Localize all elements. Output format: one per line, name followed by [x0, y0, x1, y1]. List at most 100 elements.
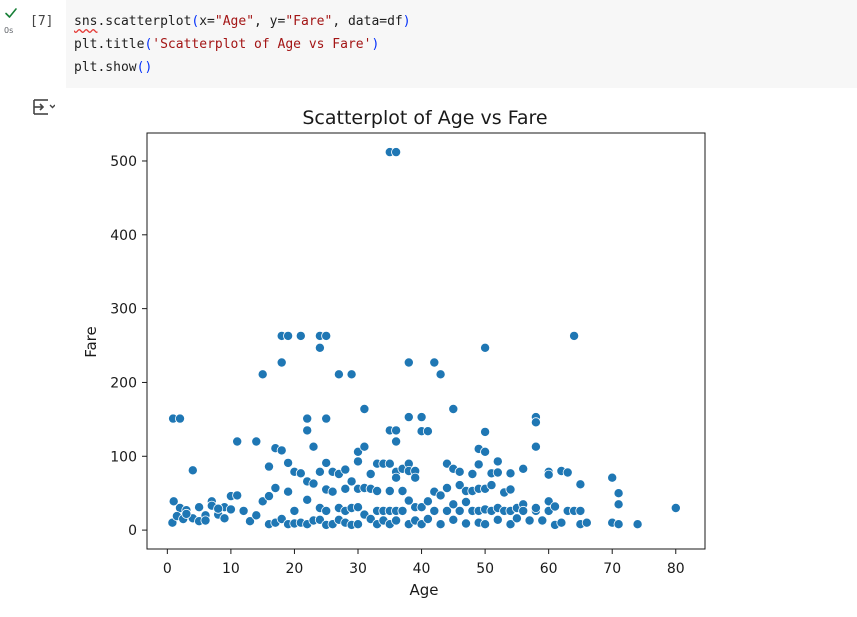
data-point: [213, 503, 224, 514]
data-point: [448, 403, 459, 414]
data-point: [556, 517, 567, 528]
data-point: [384, 458, 395, 469]
data-point: [365, 514, 376, 525]
data-point: [511, 513, 522, 524]
data-point: [225, 504, 236, 515]
y-tick-label: 500: [110, 154, 137, 170]
data-point: [670, 502, 681, 513]
plot-area: [146, 132, 706, 550]
y-tick-label: 300: [110, 302, 137, 318]
code-cell[interactable]: 0s [7] sns.scatterplot(x="Age", y="Fare"…: [0, 0, 857, 88]
data-point: [232, 436, 243, 447]
data-point: [251, 436, 262, 447]
data-point: [308, 478, 319, 489]
data-point: [270, 482, 281, 493]
data-point: [473, 459, 484, 470]
data-point: [283, 486, 294, 497]
data-point: [308, 441, 319, 452]
code-line-2[interactable]: plt.title('Scatterplot of Age vs Fare'): [74, 37, 380, 52]
data-point: [460, 518, 471, 529]
data-point: [416, 502, 427, 513]
data-point: [340, 464, 351, 475]
code-line-1[interactable]: sns.scatterplot(x="Age", y="Fare", data=…: [74, 14, 411, 29]
data-point: [486, 480, 497, 491]
data-point: [550, 501, 561, 512]
data-point: [194, 502, 205, 513]
code-line-3[interactable]: plt.show(): [74, 60, 153, 75]
data-point: [168, 496, 179, 507]
x-tick-label: 50: [476, 561, 494, 577]
data-point: [422, 426, 433, 437]
data-point: [480, 446, 491, 457]
data-point: [581, 517, 592, 528]
data-point: [283, 330, 294, 341]
data-point: [333, 369, 344, 380]
data-point: [403, 495, 414, 506]
data-point: [492, 467, 503, 478]
data-point: [460, 496, 471, 507]
data-point: [441, 505, 452, 516]
points-layer: [167, 147, 681, 530]
data-point: [187, 465, 198, 476]
x-tick-label: 20: [286, 561, 304, 577]
data-point: [219, 513, 230, 524]
data-point: [441, 482, 452, 493]
data-point: [422, 496, 433, 507]
data-point: [289, 505, 300, 516]
data-point: [263, 461, 274, 472]
data-point: [480, 342, 491, 353]
data-point: [295, 468, 306, 479]
data-point: [391, 472, 402, 483]
data-point: [403, 412, 414, 423]
data-point: [352, 519, 363, 530]
data-point: [359, 403, 370, 414]
data-point: [448, 499, 459, 510]
data-point: [321, 330, 332, 341]
x-tick-label: 10: [222, 561, 240, 577]
code-editor[interactable]: sns.scatterplot(x="Age", y="Fare", data=…: [66, 0, 857, 88]
data-point: [454, 466, 465, 477]
x-tick-label: 80: [667, 561, 685, 577]
data-point: [346, 369, 357, 380]
data-point: [251, 510, 262, 521]
data-point: [302, 494, 313, 505]
x-tick-label: 0: [163, 561, 172, 577]
data-point: [244, 516, 255, 527]
data-point: [346, 476, 357, 487]
data-point: [327, 486, 338, 497]
data-point: [530, 417, 541, 428]
data-point: [492, 514, 503, 525]
data-point: [435, 369, 446, 380]
data-point: [575, 479, 586, 490]
data-point: [340, 483, 351, 494]
data-point: [518, 505, 529, 516]
data-point: [263, 491, 274, 502]
cell-gutter: 0s: [0, 0, 26, 88]
data-point: [429, 357, 440, 368]
output-toggle-icon[interactable]: [31, 97, 55, 117]
data-point: [429, 505, 440, 516]
data-point: [537, 515, 548, 526]
data-point: [454, 505, 465, 516]
data-point: [518, 463, 529, 474]
data-point: [257, 369, 268, 380]
data-point: [359, 441, 370, 452]
data-point: [276, 514, 287, 525]
data-point: [276, 357, 287, 368]
data-point: [505, 468, 516, 479]
y-tick-label: 100: [110, 449, 137, 465]
data-point: [397, 505, 408, 516]
execution-time: 0s: [4, 26, 14, 35]
x-axis-ticks: 0 10 20 30 40 50 60 70 80: [163, 549, 685, 577]
x-tick-label: 40: [413, 561, 431, 577]
execution-count: [7]: [30, 14, 54, 29]
chart-title: Scatterplot of Age vs Fare: [302, 107, 547, 129]
data-point: [200, 515, 211, 526]
y-tick-label: 400: [110, 228, 137, 244]
x-axis-label: Age: [409, 581, 438, 599]
data-point: [454, 480, 465, 491]
data-point: [174, 413, 185, 424]
data-point: [562, 467, 573, 478]
data-point: [613, 488, 624, 499]
